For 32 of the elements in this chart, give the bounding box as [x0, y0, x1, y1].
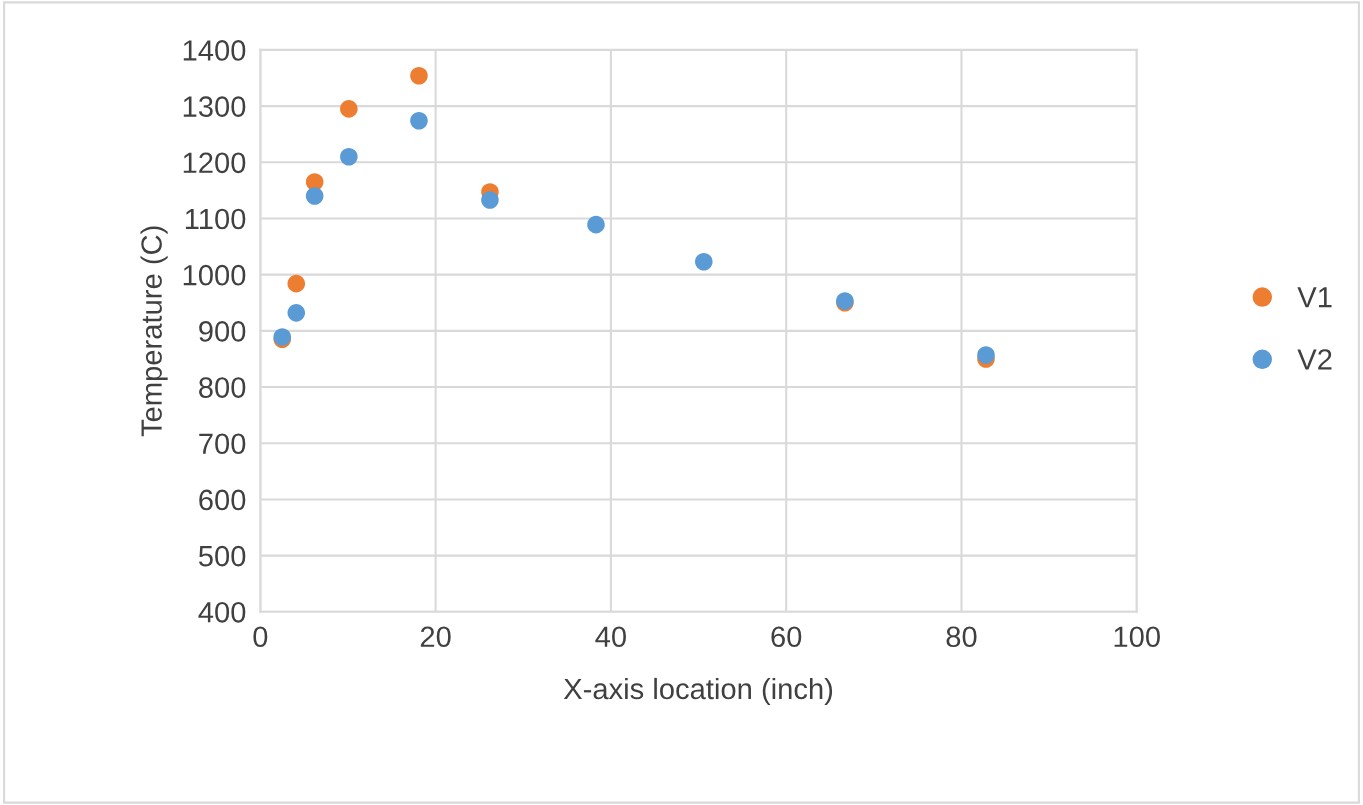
point [977, 346, 995, 364]
point [481, 191, 499, 209]
y-tick-label: 500 [198, 545, 246, 567]
y-axis-title: Temperature (C) [140, 226, 168, 437]
y-tick-label: 1200 [183, 152, 246, 174]
y-tick-label: 1000 [183, 264, 246, 286]
x-tick-label: 0 [253, 626, 268, 648]
y-tick-label: 700 [199, 433, 246, 455]
y-tick-label: 1100 [185, 208, 246, 230]
legend-label: V1 [1297, 287, 1332, 308]
point [340, 100, 358, 118]
point [410, 111, 428, 130]
point [287, 304, 306, 322]
point [305, 187, 324, 205]
x-tick-label: 40 [595, 626, 626, 648]
x-tick-label: 80 [946, 626, 977, 648]
point [410, 66, 428, 85]
x-axis-title: X-axis location (inch) [563, 677, 833, 706]
y-tick-label: 600 [199, 489, 246, 511]
y-tick-label: 800 [199, 377, 246, 398]
x-tick-label: 20 [420, 626, 451, 648]
point [587, 215, 605, 234]
point [695, 252, 713, 271]
x-tick-label: 60 [771, 626, 802, 648]
legend-label: V2 [1297, 349, 1332, 370]
y-tick-label: 400 [198, 602, 246, 623]
point [287, 274, 306, 293]
point [340, 147, 358, 166]
y-tick-label: 1400 [183, 40, 246, 61]
y-tick-label: 900 [199, 321, 246, 342]
x-tick-label: 100 [1114, 626, 1160, 648]
y-tick-label: 1300 [183, 96, 246, 117]
